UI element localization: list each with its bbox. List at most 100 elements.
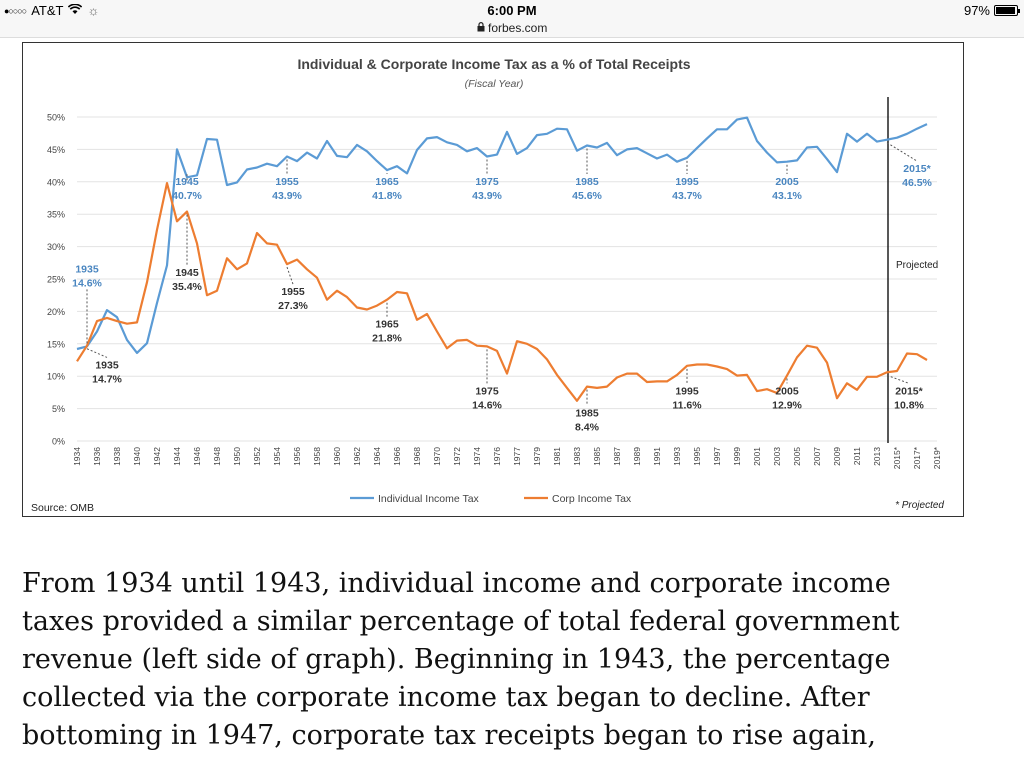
annotation-value: 27.3% <box>278 300 308 312</box>
annotation-value: 8.4% <box>575 421 600 433</box>
x-tick-label: 1962 <box>352 447 362 466</box>
annotation-year: 1965 <box>375 319 399 331</box>
article-line: bottoming in 1947, corporate tax receipt… <box>22 720 877 751</box>
x-tick-label: 2011 <box>852 447 862 466</box>
annotation-year: 1955 <box>281 286 305 298</box>
x-tick-label: 1989 <box>632 447 642 466</box>
x-tick-label: 2015* <box>892 446 902 469</box>
status-left: ●○○○○ AT&T ☼ <box>4 3 99 18</box>
annotation-year: 1935 <box>75 264 99 276</box>
y-tick-label: 25% <box>47 275 65 285</box>
x-tick-label: 1976 <box>492 447 502 466</box>
x-tick-label: 1966 <box>392 447 402 466</box>
battery-fill <box>996 7 1016 14</box>
article-line: collected via the corporate income tax b… <box>22 682 870 713</box>
x-tick-label: 1956 <box>292 447 302 466</box>
annotation-value: 14.7% <box>92 373 122 385</box>
y-tick-label: 5% <box>52 404 65 414</box>
x-tick-label: 2001 <box>752 447 762 466</box>
x-tick-label: 1960 <box>332 447 342 466</box>
x-tick-label: 1991 <box>652 447 662 466</box>
y-tick-label: 35% <box>47 210 65 220</box>
x-tick-label: 2019* <box>932 446 942 469</box>
y-tick-label: 40% <box>47 177 65 187</box>
x-tick-label: 2013 <box>872 447 882 466</box>
annotation-year: 1995 <box>675 176 699 188</box>
x-tick-label: 1977 <box>512 447 522 466</box>
x-tick-label: 2007 <box>812 447 822 466</box>
status-time: 6:00 PM <box>487 3 537 18</box>
x-tick-label: 1952 <box>252 447 262 466</box>
x-tick-label: 1964 <box>372 447 382 466</box>
wifi-icon <box>68 3 83 18</box>
battery-icon <box>994 5 1020 16</box>
x-tick-label: 1958 <box>312 447 322 466</box>
annotation-year: 2005 <box>775 176 799 188</box>
annotation-year: 2015* <box>895 385 923 397</box>
x-tick-label: 1942 <box>152 447 162 466</box>
annotation-value: 41.8% <box>372 190 402 202</box>
x-tick-label: 1968 <box>412 447 422 466</box>
x-tick-label: 1936 <box>92 447 102 466</box>
x-tick-label: 1999 <box>732 447 742 466</box>
annotation-value: 43.9% <box>272 190 302 202</box>
annotation-value: 11.6% <box>672 399 702 411</box>
article-line: From 1934 until 1943, individual income … <box>22 568 891 599</box>
annotation-value: 35.4% <box>172 281 202 293</box>
income-tax-chart: Individual & Corporate Income Tax as a %… <box>31 56 944 514</box>
x-tick-label: 1987 <box>612 447 622 466</box>
annotation-value: 45.6% <box>572 190 602 202</box>
x-tick-label: 1985 <box>592 447 602 466</box>
annotation-value: 14.6% <box>472 399 502 411</box>
y-tick-label: 0% <box>52 437 65 447</box>
annotation-layer: 1935 14.6% 1945 40.7% 1955 43.9% 1965 41.8% 1975… <box>72 142 933 433</box>
x-tick-label: 2003 <box>772 447 782 466</box>
chart-subtitle: (Fiscal Year) <box>465 78 524 90</box>
x-tick-label: 1946 <box>192 447 202 466</box>
y-tick-label: 20% <box>47 307 65 317</box>
annotation-year: 1985 <box>575 176 599 188</box>
legend: Individual Income Tax Corp Income Tax <box>350 493 632 505</box>
x-tick-label: 1997 <box>712 447 722 466</box>
annotation-value: 40.7% <box>172 190 202 202</box>
x-tick-label: 1970 <box>432 447 442 466</box>
article-line: taxes provided a similar percentage of t… <box>22 606 900 637</box>
x-tick-label: 2005 <box>792 447 802 466</box>
address-bar[interactable]: forbes.com <box>0 20 1024 38</box>
x-tick-label: 1995 <box>692 447 702 466</box>
x-tick-label: 1938 <box>112 447 122 466</box>
status-right: 97% <box>964 3 1020 18</box>
annotation-value: 21.8% <box>372 333 402 345</box>
article-line: revenue (left side of graph). Beginning … <box>22 644 891 675</box>
annotation-year: 1945 <box>175 267 199 279</box>
x-tick-label: 1974 <box>472 447 482 466</box>
annotation-value: 10.8% <box>894 399 924 411</box>
x-tick-label: 1972 <box>452 447 462 466</box>
y-tick-label: 15% <box>47 339 65 349</box>
annotation-leader <box>86 348 108 358</box>
x-tick-label: 1981 <box>552 447 562 466</box>
annotation-year: 1945 <box>175 176 199 188</box>
legend-label: Individual Income Tax <box>378 493 480 505</box>
carrier-label: AT&T <box>31 3 64 18</box>
signal-strength-icon: ●○○○○ <box>4 5 27 16</box>
chart-footnote: * Projected <box>895 500 944 511</box>
annotation-value: 43.1% <box>772 190 802 202</box>
x-tick-label: 1940 <box>132 447 142 466</box>
lock-icon <box>477 21 485 35</box>
annotation-year: 2005 <box>775 385 799 397</box>
x-tick-label: 1983 <box>572 447 582 466</box>
annotation-value: 43.7% <box>672 190 702 202</box>
annotation-year: 1955 <box>275 176 299 188</box>
activity-spinner-icon: ☼ <box>87 3 100 18</box>
chart-frame: Individual & Corporate Income Tax as a %… <box>22 42 964 517</box>
y-tick-label: 45% <box>47 145 65 155</box>
grid-layer: 0% 5% 10% 15% 20% 25% 30% 35% 40% 45% 50% 1934 1936 1… <box>47 97 942 469</box>
url-text[interactable]: forbes.com <box>487 21 548 35</box>
x-tick-label: 1934 <box>72 447 82 466</box>
x-tick-label: 1948 <box>212 447 222 466</box>
x-tick-label: 2009 <box>832 447 842 466</box>
x-tick-label: 1979 <box>532 447 542 466</box>
x-tick-label: 2017* <box>912 446 922 469</box>
annotation-year: 1975 <box>475 176 499 188</box>
